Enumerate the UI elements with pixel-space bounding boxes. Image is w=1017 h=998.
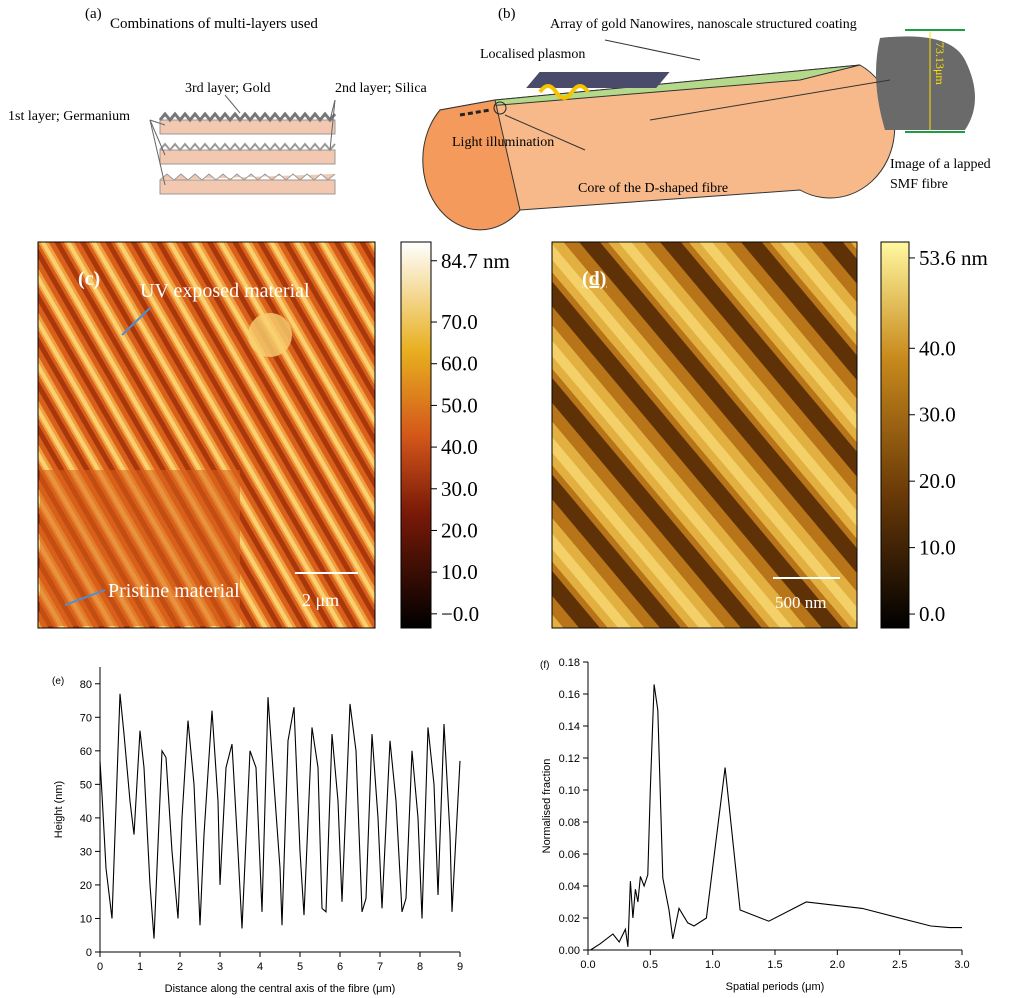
x-tick-label: 2 (177, 961, 183, 973)
scale-bar-label: 500 nm (775, 593, 826, 612)
panel-b: (b) Array of gold Nanowires, nanoscale s… (422, 6, 991, 231)
x-tick-label: 2.5 (892, 959, 907, 971)
layer-label: 2nd layer; Silica (335, 81, 428, 96)
scale-bar-label: 2 μm (302, 590, 339, 610)
x-tick-label: 7 (377, 961, 383, 973)
colorbar-tick-label: 10.0 (441, 560, 478, 584)
annotation: Core of the D-shaped fibre (578, 181, 728, 196)
y-tick-label: 0.12 (559, 753, 580, 765)
panel-title: Array of gold Nanowires, nanoscale struc… (550, 17, 857, 32)
x-tick-label: 2.0 (830, 959, 845, 971)
annotation: Pristine material (108, 580, 240, 602)
x-tick-label: 4 (257, 961, 263, 973)
colorbar (880, 241, 910, 629)
x-tick-label: 5 (297, 961, 303, 973)
data-line (99, 693, 461, 939)
chart: 0.0 0.5 1.0 1.5 2.0 2.5 3.0 0.00 0.02 0.04 0.06 0.0… (540, 657, 970, 993)
colorbar-tick-label: 53.6 nm (919, 246, 988, 270)
charts: 0 1 2 3 4 5 6 7 8 9 0 10 20 30 40 50 60 70 80 (e) Distance a… (52, 657, 970, 995)
y-tick-label: 0.18 (559, 657, 580, 669)
y-axis-label: Height (nm) (53, 781, 65, 838)
y-tick-label: 30 (80, 846, 92, 858)
y-tick-label: 70 (80, 712, 92, 724)
panel-title: Combinations of multi-layers used (110, 16, 318, 32)
panel-label: (c) (78, 268, 100, 290)
colorbar-tick-label: 30.0 (919, 403, 956, 427)
x-tick-label: 6 (337, 961, 343, 973)
colorbar-tick-label: 60.0 (441, 352, 478, 376)
y-tick-label: 0.16 (559, 689, 580, 701)
colorbar-tick-label: 40.0 (441, 435, 478, 459)
y-tick-label: 20 (80, 880, 92, 892)
y-tick-label: 0.04 (559, 881, 580, 893)
x-axis-label: Spatial periods (μm) (726, 981, 825, 993)
panel-d: (d) 500 nm 53.6 nm 40.0 30.0 20.0 10.0 0.0 (551, 241, 988, 629)
colorbar (400, 241, 432, 629)
x-tick-label: 1.0 (705, 959, 720, 971)
layer-label: 1st layer; Germanium (8, 109, 130, 124)
colorbar-tick-label: −0.0 (441, 602, 479, 626)
y-tick-label: 40 (80, 813, 92, 825)
x-tick-label: 3 (217, 961, 223, 973)
caption: SMF fibre (890, 177, 948, 192)
panel-c: (c) UV exposed material Pristine materia… (37, 241, 510, 629)
y-tick-label: 0.06 (559, 849, 580, 861)
colorbar-tick-label: 50.0 (441, 393, 478, 417)
y-tick-label: 0.00 (559, 945, 580, 957)
x-tick-label: 0.5 (643, 959, 658, 971)
afm-image (551, 241, 858, 629)
colorbar-tick-label: 70.0 (441, 310, 478, 334)
panel-label: (a) (85, 6, 102, 22)
y-tick-label: 80 (80, 679, 92, 691)
colorbar-tick-label: 84.7 nm (441, 249, 510, 273)
y-axis-label: Normalised fraction (541, 759, 553, 854)
colorbar-tick-label: 30.0 (441, 477, 478, 501)
chart: 0 1 2 3 4 5 6 7 8 9 0 10 20 30 40 50 60 70 80 (e) Distance a… (52, 667, 463, 995)
x-tick-label: 9 (457, 961, 463, 973)
y-tick-label: 0.08 (559, 817, 580, 829)
colorbar-tick-label: 20.0 (441, 518, 478, 542)
caption: Image of a lapped (890, 157, 991, 172)
panel-label: (e) (52, 676, 64, 687)
colorbar-tick-label: 40.0 (919, 336, 956, 360)
x-axis-label: Distance along the central axis of the f… (165, 983, 396, 995)
x-tick-label: 0 (97, 961, 103, 973)
x-tick-label: 8 (417, 961, 423, 973)
y-tick-label: 0.02 (559, 913, 580, 925)
y-tick-label: 10 (80, 913, 92, 925)
colorbar-tick-label: 10.0 (919, 536, 956, 560)
y-tick-label: 0 (86, 947, 92, 959)
annotation: Localised plasmon (480, 47, 585, 62)
data-line (590, 684, 962, 951)
y-tick-label: 50 (80, 779, 92, 791)
dimension: 73.13μm (933, 42, 947, 85)
layer-stack (149, 94, 337, 195)
panel-label: (b) (498, 6, 516, 22)
x-tick-label: 1 (137, 961, 143, 973)
colorbar-tick-label: 0.0 (919, 602, 945, 626)
y-tick-label: 0.10 (559, 785, 580, 797)
colorbar-tick-label: 20.0 (919, 469, 956, 493)
y-tick-label: 0.14 (559, 721, 580, 733)
layer-label: 3rd layer; Gold (185, 81, 271, 96)
x-tick-label: 0.0 (580, 959, 595, 971)
panel-label: (d) (582, 268, 606, 290)
panel-label: (f) (540, 660, 549, 671)
x-tick-label: 3.0 (954, 959, 969, 971)
y-tick-label: 60 (80, 746, 92, 758)
panel-a: (a) Combinations of multi-layers used 3r… (8, 6, 428, 195)
annotation: Light illumination (452, 135, 554, 150)
annotation: UV exposed material (140, 280, 310, 302)
x-tick-label: 1.5 (767, 959, 782, 971)
